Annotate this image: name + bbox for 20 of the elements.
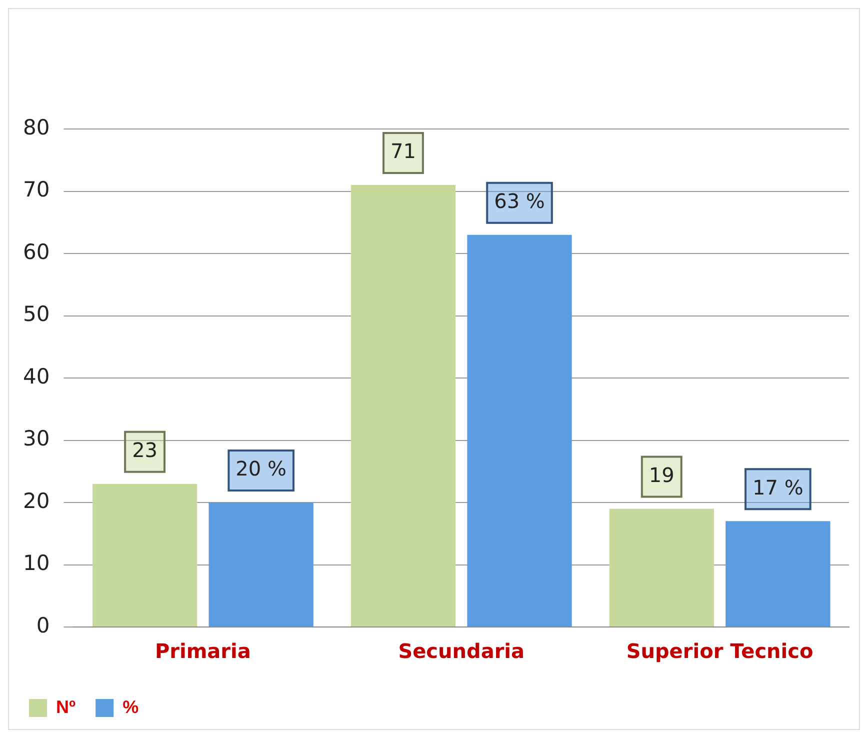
y-tick-label: 80 [22, 115, 50, 140]
data-label: 19 [648, 462, 674, 487]
x-tick-label: Superior Tecnico [626, 639, 814, 664]
y-tick-label: 70 [22, 178, 50, 202]
x-tick-label: Primaria [154, 639, 251, 664]
y-tick-label: 40 [22, 364, 50, 388]
data-label: 17 % [752, 475, 804, 500]
y-tick-label: 10 [22, 551, 50, 576]
data-label: 23 [132, 438, 158, 462]
y-tick-label: 50 [22, 302, 50, 326]
x-tick-label: Secundaria [398, 639, 525, 664]
legend-label: % [122, 696, 139, 717]
data-label: 20 % [236, 456, 286, 481]
legend-label: Nº [56, 696, 76, 717]
data-label: 63 % [494, 189, 545, 214]
data-label: 71 [390, 139, 416, 164]
y-tick-label: 60 [22, 240, 50, 264]
y-tick-label: 0 [36, 613, 50, 638]
y-tick-label: 30 [22, 426, 50, 451]
y-tick-label: 20 [22, 488, 50, 513]
